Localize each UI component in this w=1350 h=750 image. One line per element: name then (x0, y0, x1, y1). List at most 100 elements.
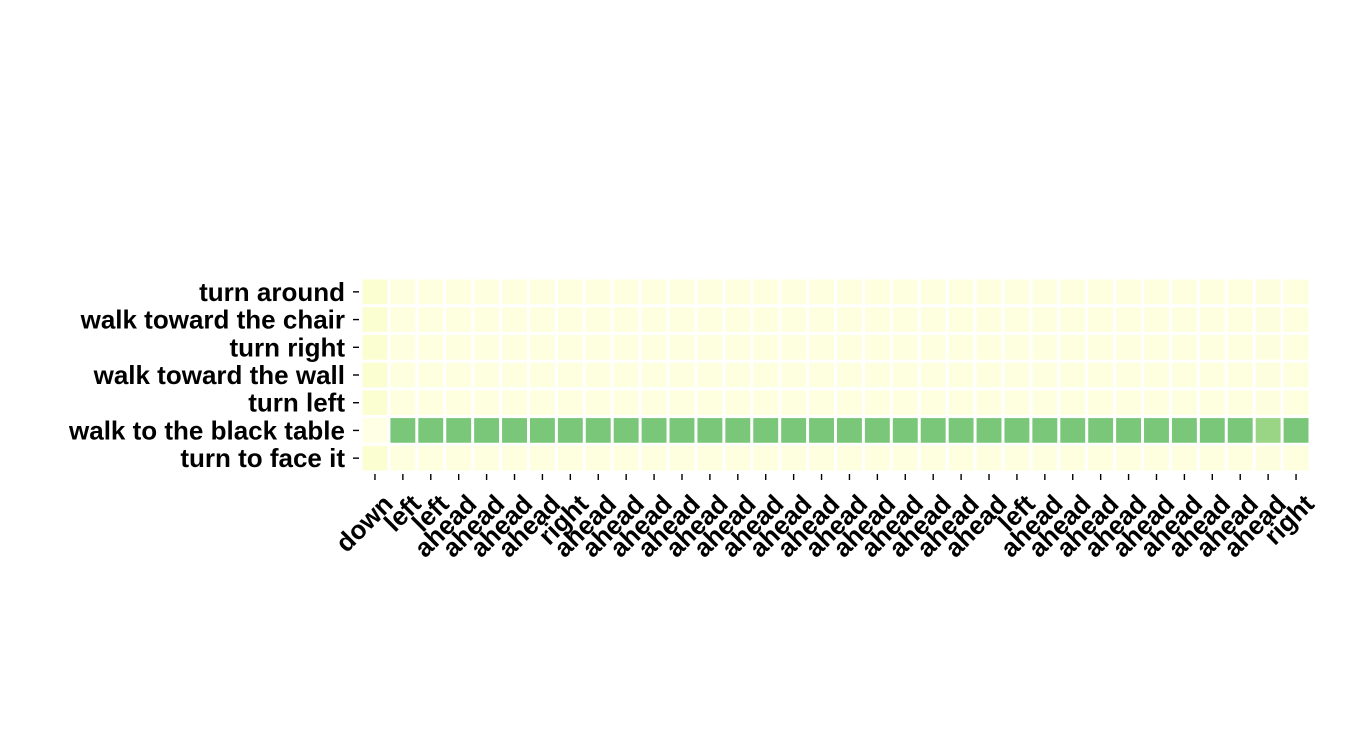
heatmap-cell (1255, 418, 1281, 443)
heatmap-cell (474, 390, 500, 416)
heatmap-cell (1032, 307, 1058, 332)
heatmap-cell (1283, 445, 1309, 471)
heatmap-cell (390, 307, 416, 332)
heatmap-cell (641, 307, 667, 332)
heatmap-cell (1116, 279, 1142, 305)
heatmap-cell (1199, 390, 1225, 416)
heatmap-cell (390, 390, 416, 416)
heatmap-cell (418, 334, 444, 360)
heatmap-cell (781, 279, 807, 305)
heatmap-cell (976, 279, 1002, 305)
heatmap-cell (1032, 362, 1058, 388)
heatmap-cell (529, 445, 555, 471)
heatmap-cell (1060, 307, 1086, 332)
heatmap-cell (1060, 390, 1086, 416)
heatmap-cell (1060, 418, 1086, 443)
heatmap-cell (948, 445, 974, 471)
heatmap-cell (418, 307, 444, 332)
heatmap-cell (725, 334, 751, 360)
heatmap-cell (697, 334, 723, 360)
heatmap-cell (809, 307, 834, 332)
heatmap-cell (781, 418, 807, 443)
heatmap-cell (753, 418, 779, 443)
heatmap-cell (948, 279, 974, 305)
heatmap-cell (725, 307, 751, 332)
heatmap-cell (1144, 279, 1169, 305)
heatmap-cell (557, 307, 583, 332)
heatmap-cell (837, 334, 862, 360)
heatmap-cell (557, 334, 583, 360)
heatmap-cell (1171, 334, 1197, 360)
heatmap-cell (1171, 390, 1197, 416)
heatmap-cell (1116, 307, 1142, 332)
heatmap-cell (697, 307, 723, 332)
heatmap-cell (418, 418, 444, 443)
heatmap-cell (892, 279, 918, 305)
heatmap-cell (502, 307, 527, 332)
heatmap-cell (585, 307, 611, 332)
heatmap-cell (1032, 445, 1058, 471)
heatmap-cell (809, 390, 834, 416)
heatmap-cell (948, 418, 974, 443)
y-tick-label: turn to face it (180, 443, 345, 473)
y-tick-label: walk toward the chair (80, 305, 345, 335)
heatmap-cell (948, 334, 974, 360)
heatmap-cell (446, 334, 472, 360)
y-tick-label: walk toward the wall (93, 360, 345, 390)
heatmap-cell (753, 390, 779, 416)
heatmap-cell (809, 279, 834, 305)
heatmap-cell (585, 334, 611, 360)
heatmap-cell (1227, 445, 1253, 471)
heatmap-cell (446, 445, 472, 471)
heatmap-cell (585, 418, 611, 443)
heatmap-cell (920, 307, 946, 332)
heatmap-cell (892, 418, 918, 443)
heatmap-cell (1255, 279, 1281, 305)
heatmap-cell (669, 445, 695, 471)
heatmap-cell (613, 307, 639, 332)
heatmap-cell (864, 390, 890, 416)
heatmap-cell (697, 418, 723, 443)
heatmap-cell (1116, 418, 1142, 443)
heatmap-cell (362, 445, 388, 471)
heatmap-cell (1144, 334, 1169, 360)
heatmap-cell (697, 390, 723, 416)
heatmap-cell (837, 445, 862, 471)
heatmap-cell (1171, 445, 1197, 471)
heatmap-cell (418, 362, 444, 388)
heatmap-cell (1144, 445, 1169, 471)
heatmap-cell (390, 334, 416, 360)
heatmap-cell (809, 334, 834, 360)
heatmap-cell (418, 279, 444, 305)
heatmap-cell (557, 390, 583, 416)
heatmap-cell (1116, 390, 1142, 416)
heatmap-cell (1088, 418, 1114, 443)
heatmap-cell (920, 334, 946, 360)
heatmap-cell (390, 279, 416, 305)
heatmap-cell (1060, 362, 1086, 388)
heatmap-cell (1004, 279, 1030, 305)
heatmap-cell (1199, 334, 1225, 360)
heatmap-cell (446, 390, 472, 416)
heatmap-cell (1255, 445, 1281, 471)
heatmap-cell (753, 362, 779, 388)
heatmap-cell (920, 445, 946, 471)
heatmap-cell (1144, 418, 1169, 443)
heatmap-cell (837, 362, 862, 388)
heatmap-cell (1227, 307, 1253, 332)
heatmap-cell (585, 445, 611, 471)
heatmap-cell (1227, 334, 1253, 360)
heatmap-cell (976, 390, 1002, 416)
heatmap-cell (725, 445, 751, 471)
heatmap-cell (1088, 334, 1114, 360)
heatmap-cell (585, 390, 611, 416)
heatmap-cell (529, 362, 555, 388)
heatmap-cell (1088, 445, 1114, 471)
heatmap-cell (669, 279, 695, 305)
heatmap-cell (864, 334, 890, 360)
heatmap-cell (809, 362, 834, 388)
heatmap-cell (1227, 279, 1253, 305)
heatmap-cell (837, 418, 862, 443)
heatmap-cell (1199, 362, 1225, 388)
heatmap-cell (1032, 390, 1058, 416)
